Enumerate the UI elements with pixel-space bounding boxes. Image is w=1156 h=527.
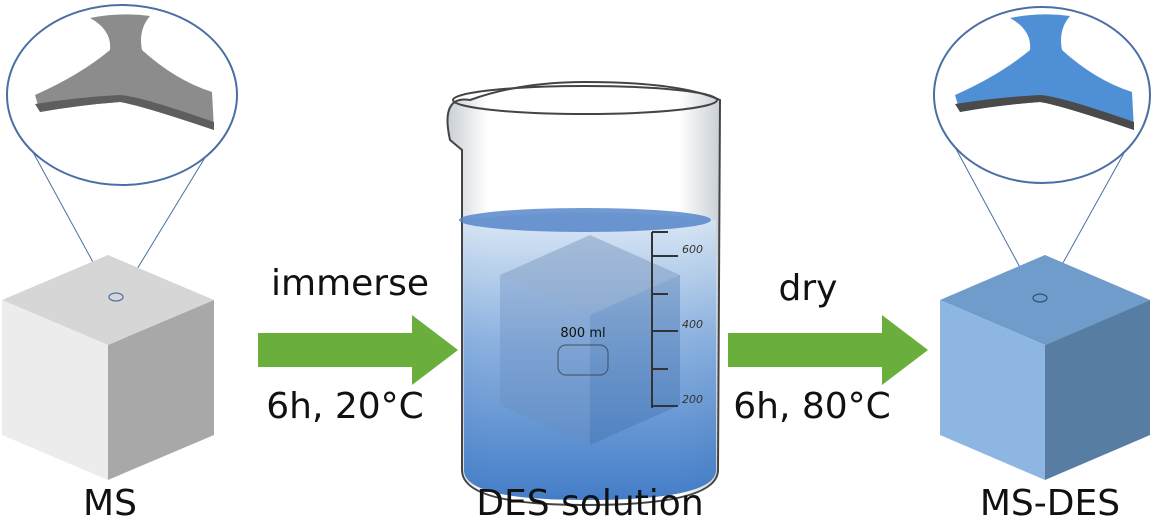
step-condition: 6h, 20°C bbox=[266, 386, 424, 427]
step-action: immerse bbox=[271, 263, 429, 304]
step-condition: 6h, 80°C bbox=[733, 386, 891, 427]
stage-label: MS bbox=[83, 483, 137, 524]
ms-zoom bbox=[6, 4, 238, 298]
ms-des-zoom bbox=[933, 6, 1151, 298]
ms-des-cube bbox=[940, 255, 1150, 480]
arrow bbox=[728, 315, 928, 385]
stage-label: DES solution bbox=[476, 483, 703, 524]
scale-label: 200 bbox=[682, 393, 703, 406]
ms-cube bbox=[2, 255, 214, 480]
step-action: dry bbox=[779, 268, 838, 309]
scale-label: 400 bbox=[682, 318, 703, 331]
beaker bbox=[446, 80, 722, 507]
stage-label: MS-DES bbox=[980, 483, 1120, 524]
arrow bbox=[258, 315, 458, 385]
scale-label: 600 bbox=[682, 243, 703, 256]
volume-label: 800 ml bbox=[560, 326, 605, 341]
